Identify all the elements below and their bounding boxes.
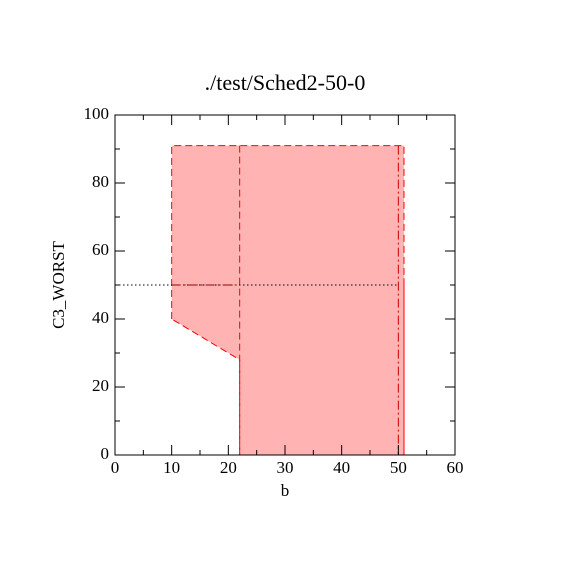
x-tick-label: 40 [333, 458, 350, 477]
y-axis-label: C3_WORST [49, 240, 68, 328]
x-tick-label: 20 [220, 458, 237, 477]
y-tick-label: 100 [84, 104, 110, 123]
x-tick-label: 0 [111, 458, 120, 477]
y-tick-label: 40 [92, 308, 109, 327]
y-tick-label: 0 [101, 444, 110, 463]
x-tick-label: 50 [390, 458, 407, 477]
x-axis-label: b [281, 481, 290, 500]
y-tick-label: 80 [92, 172, 109, 191]
y-tick-label: 60 [92, 240, 109, 259]
y-tick-label: 20 [92, 376, 109, 395]
x-tick-label: 30 [277, 458, 294, 477]
region [171, 145, 405, 456]
x-tick-label: 60 [447, 458, 464, 477]
x-tick-label: 10 [163, 458, 180, 477]
chart-title: ./test/Sched2-50-0 [205, 70, 366, 95]
